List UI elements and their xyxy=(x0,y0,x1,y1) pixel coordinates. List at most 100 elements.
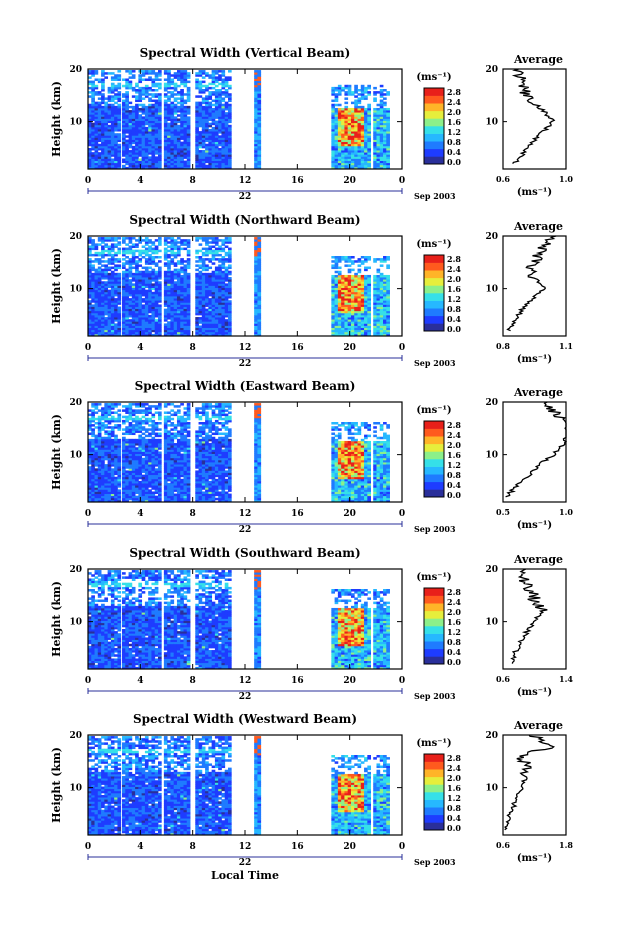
average-frame xyxy=(502,568,567,670)
average-profile-line xyxy=(510,568,548,664)
colorbar-swatch xyxy=(424,443,444,452)
colorbar-swatch xyxy=(424,776,444,785)
y-axis-label: Height (km) xyxy=(50,747,63,823)
x-tick-label: 0 xyxy=(85,509,91,519)
colorbar-swatch xyxy=(424,822,444,831)
colorbar-swatch xyxy=(424,459,444,467)
colorbar-tick-label: 2.8 xyxy=(447,587,461,597)
x-tick-label: 0 xyxy=(399,343,405,353)
colorbar-swatch xyxy=(424,255,444,263)
date-label: Sep 2003 xyxy=(414,691,456,701)
colorbar-swatch xyxy=(424,626,444,634)
x-tick-label: 20 xyxy=(343,842,356,852)
day-label: 22 xyxy=(239,525,252,535)
panel-5: Spectral Width (Westward Beam) 20 10 Height… xyxy=(50,712,573,868)
panel-3: Spectral Width (Eastward Beam) 20 10 Height… xyxy=(50,379,573,535)
colorbar-tick-label: 2.4 xyxy=(447,763,461,773)
avg-y-tick-label: 10 xyxy=(485,618,498,628)
average-title: Average xyxy=(513,553,563,566)
colorbar-tick-label: 2.4 xyxy=(447,597,461,607)
colorbar-unit: (ms⁻¹) xyxy=(416,72,451,83)
colorbar-tick-label: 1.2 xyxy=(447,793,461,803)
colorbar-swatch xyxy=(424,285,444,294)
x-tick-label: 0 xyxy=(399,176,405,186)
colorbar-tick-label: 2.0 xyxy=(447,107,461,117)
colorbar-tick-label: 1.6 xyxy=(447,450,461,460)
colorbar-tick-label: 0.0 xyxy=(447,157,461,167)
x-tick-label: 0 xyxy=(85,676,91,686)
average-frame xyxy=(502,68,567,170)
colorbar-tick-label: 0.4 xyxy=(447,813,461,823)
colorbar-tick-label: 1.2 xyxy=(447,127,461,137)
colorbar-tick-label: 0.8 xyxy=(447,304,461,314)
colorbar-tick-label: 2.0 xyxy=(447,440,461,450)
colorbar-swatch xyxy=(424,88,444,96)
colorbar-swatch xyxy=(424,148,444,157)
x-tick-label: 8 xyxy=(190,676,196,686)
panel-title: Spectral Width (Westward Beam) xyxy=(133,712,357,726)
colorbar-tick-label: 1.2 xyxy=(447,294,461,304)
colorbar-frame xyxy=(423,753,445,831)
date-label: Sep 2003 xyxy=(414,524,456,534)
average-profile-line xyxy=(511,68,556,165)
average-title: Average xyxy=(513,719,563,732)
y-tick-label: 20 xyxy=(69,565,82,575)
colorbar-swatch xyxy=(424,784,444,793)
heatmap-cells xyxy=(88,736,390,836)
average-unit: (ms⁻¹) xyxy=(517,354,552,365)
colorbar-tick-label: 1.6 xyxy=(447,284,461,294)
avg-x-tick-label: 0.8 xyxy=(496,341,510,351)
y-tick-label: 10 xyxy=(69,451,82,461)
avg-x-tick-label: 1.8 xyxy=(559,840,573,850)
y-tick-label: 10 xyxy=(69,784,82,794)
colorbar-unit: (ms⁻¹) xyxy=(416,405,451,416)
panel-4: Spectral Width (Southward Beam) 20 10 Heigh… xyxy=(50,546,573,702)
heatmap-cells xyxy=(88,403,390,503)
x-tick-label: 0 xyxy=(399,509,405,519)
colorbar-swatch xyxy=(424,315,444,324)
x-tick-label: 20 xyxy=(343,509,356,519)
colorbar-tick-label: 0.8 xyxy=(447,637,461,647)
colorbar-swatch xyxy=(424,474,444,483)
heatmap-cells xyxy=(88,570,390,670)
avg-y-tick-label: 10 xyxy=(485,285,498,295)
colorbar-tick-label: 0.4 xyxy=(447,480,461,490)
colorbar-swatch xyxy=(424,761,444,770)
y-tick-label: 20 xyxy=(69,731,82,741)
x-tick-label: 8 xyxy=(190,176,196,186)
y-tick-label: 20 xyxy=(69,65,82,75)
colorbar-tick-label: 0.8 xyxy=(447,803,461,813)
colorbar-swatch xyxy=(424,270,444,279)
colorbar-tick-label: 2.8 xyxy=(447,254,461,264)
average-frame xyxy=(502,734,567,836)
x-tick-label: 0 xyxy=(85,343,91,353)
average-frame xyxy=(502,401,567,503)
colorbar-swatch xyxy=(424,754,444,762)
x-tick-label: 16 xyxy=(291,509,304,519)
colorbar-swatch xyxy=(424,110,444,119)
avg-y-tick-label: 10 xyxy=(485,118,498,128)
x-tick-label: 12 xyxy=(239,343,252,353)
x-tick-label: 8 xyxy=(190,842,196,852)
colorbar-tick-label: 0.4 xyxy=(447,314,461,324)
colorbar-tick-label: 2.4 xyxy=(447,430,461,440)
colorbar-swatch xyxy=(424,126,444,134)
colorbar-tick-label: 0.4 xyxy=(447,147,461,157)
y-axis-label: Height (km) xyxy=(50,248,63,324)
colorbar-frame xyxy=(423,587,445,665)
colorbar-swatch xyxy=(424,769,444,778)
colorbar-tick-label: 1.2 xyxy=(447,627,461,637)
average-profile-line xyxy=(504,734,555,831)
panel-1: Spectral Width (Vertical Beam) 20 10 Height… xyxy=(50,46,573,202)
x-axis-label: Local Time xyxy=(211,869,279,882)
x-tick-label: 12 xyxy=(239,176,252,186)
panel-title: Spectral Width (Northward Beam) xyxy=(129,213,360,227)
y-axis-label: Height (km) xyxy=(50,414,63,490)
heatmap-cells xyxy=(88,237,390,337)
avg-x-tick-label: 1.4 xyxy=(559,674,573,684)
x-tick-label: 8 xyxy=(190,343,196,353)
x-tick-label: 4 xyxy=(137,509,143,519)
colorbar-swatch xyxy=(424,277,444,286)
colorbar-frame xyxy=(423,254,445,332)
